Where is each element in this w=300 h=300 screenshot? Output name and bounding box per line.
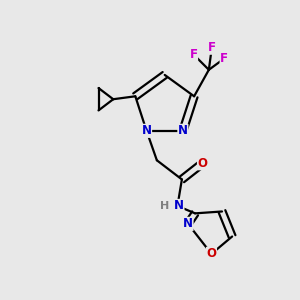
Text: F: F: [190, 48, 197, 61]
Text: F: F: [220, 52, 228, 65]
Text: N: N: [183, 218, 193, 230]
Text: N: N: [174, 200, 184, 212]
Text: N: N: [142, 124, 152, 137]
Text: O: O: [197, 157, 208, 170]
Text: N: N: [178, 124, 188, 137]
Text: H: H: [160, 201, 170, 211]
Text: O: O: [206, 248, 217, 260]
Text: F: F: [208, 41, 216, 54]
